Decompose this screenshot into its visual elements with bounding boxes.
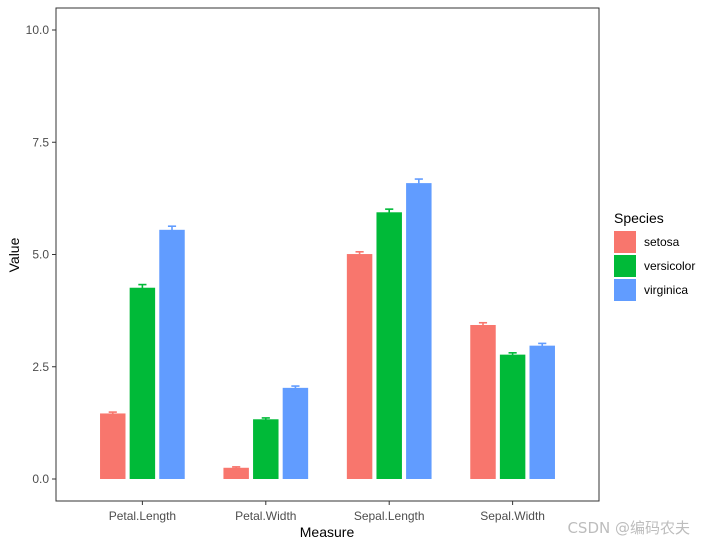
bar-setosa-Sepal.Length bbox=[346, 254, 373, 479]
y-tick-label: 5.0 bbox=[32, 248, 49, 262]
error-bar-virginica-Sepal.Width bbox=[538, 342, 547, 349]
bar-setosa-Sepal.Width bbox=[470, 324, 496, 479]
bar-setosa-Petal.Length bbox=[100, 413, 126, 479]
x-tick-label: Petal.Width bbox=[235, 509, 296, 523]
x-tick-label: Sepal.Length bbox=[354, 509, 425, 523]
legend-label: setosa bbox=[644, 235, 680, 249]
y-tick-label: 7.5 bbox=[32, 135, 49, 149]
bar-versicolor-Petal.Length bbox=[129, 287, 156, 479]
bar-versicolor-Petal.Width bbox=[253, 419, 279, 479]
legend-label: virginica bbox=[644, 283, 688, 297]
legend-items: setosa versicolor virginica bbox=[614, 231, 695, 301]
bar-versicolor-Sepal.Width bbox=[499, 354, 526, 479]
x-axis: Petal.Length Petal.Width Sepal.Length Sepal… bbox=[109, 501, 545, 523]
legend-item-virginica: virginica bbox=[614, 279, 688, 301]
bar-virginica-Sepal.Width bbox=[529, 345, 555, 479]
bars-layer bbox=[100, 178, 555, 480]
y-tick-label: 0.0 bbox=[32, 472, 49, 486]
bar-setosa-Petal.Width bbox=[223, 467, 249, 479]
error-bar-versicolor-Sepal.Width bbox=[508, 352, 517, 358]
error-bar-setosa-Sepal.Length bbox=[355, 251, 364, 258]
legend-item-setosa: setosa bbox=[614, 231, 680, 253]
x-axis-title: Measure bbox=[300, 524, 355, 540]
error-bar-setosa-Petal.Width bbox=[232, 466, 241, 470]
x-tick-label: Petal.Length bbox=[109, 509, 176, 523]
y-tick-label: 10.0 bbox=[26, 23, 50, 37]
bar-virginica-Sepal.Length bbox=[406, 183, 432, 480]
watermark: CSDN @编码农夫 bbox=[567, 519, 690, 537]
bar-virginica-Petal.Length bbox=[159, 229, 185, 479]
error-bar-virginica-Petal.Length bbox=[167, 225, 177, 235]
error-bar-versicolor-Sepal.Length bbox=[385, 208, 394, 217]
error-bar-setosa-Sepal.Width bbox=[478, 321, 488, 329]
legend: Species setosa versicolor virginica bbox=[614, 210, 695, 301]
error-bar-virginica-Petal.Width bbox=[291, 385, 300, 391]
error-bar-setosa-Petal.Length bbox=[108, 411, 117, 416]
error-bar-versicolor-Petal.Length bbox=[138, 283, 147, 292]
error-bar-virginica-Sepal.Length bbox=[414, 178, 423, 188]
bar-virginica-Petal.Width bbox=[282, 387, 309, 479]
legend-item-versicolor: versicolor bbox=[614, 255, 695, 277]
bar-versicolor-Sepal.Length bbox=[376, 212, 402, 480]
y-axis-title: Value bbox=[6, 237, 22, 272]
legend-swatch bbox=[614, 279, 636, 301]
error-bar-versicolor-Petal.Width bbox=[261, 417, 270, 422]
legend-swatch bbox=[614, 255, 636, 277]
x-tick-label: Sepal.Width bbox=[480, 509, 545, 523]
legend-swatch bbox=[614, 231, 636, 253]
y-axis: 0.0 2.5 5.0 7.5 10.0 bbox=[26, 23, 56, 486]
legend-title: Species bbox=[614, 210, 664, 226]
legend-label: versicolor bbox=[644, 259, 695, 273]
y-tick-label: 2.5 bbox=[32, 360, 49, 374]
